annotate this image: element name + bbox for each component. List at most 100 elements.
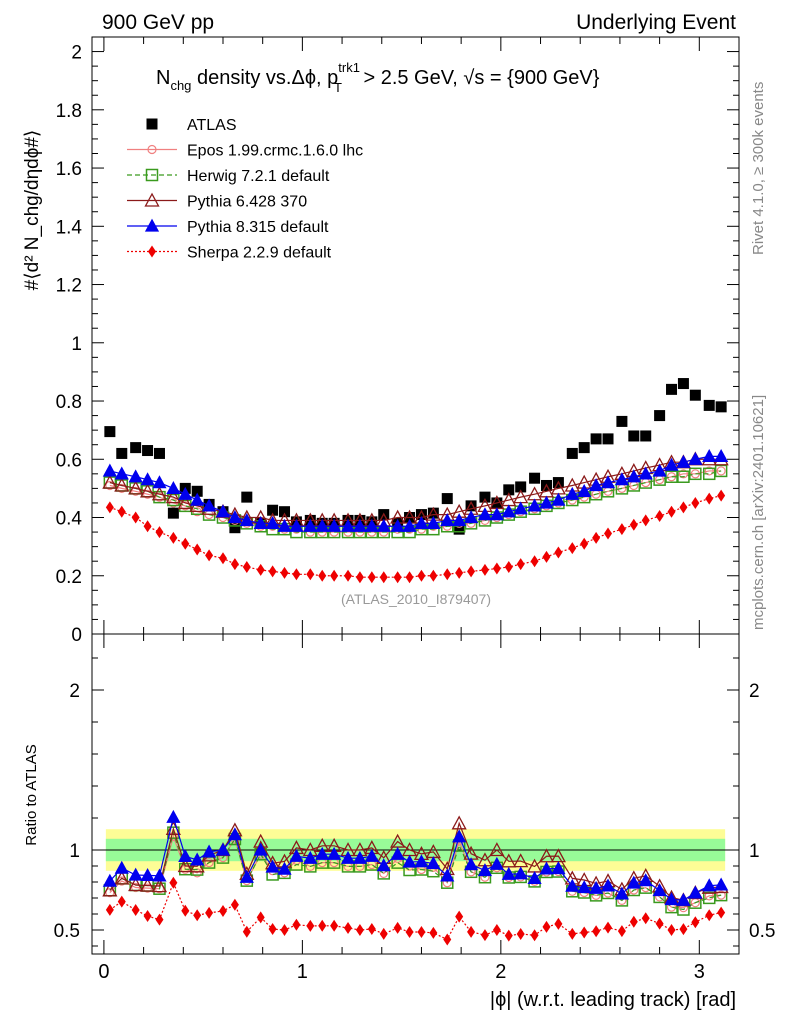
point-sherpa: [218, 552, 227, 565]
point-sherpa: [292, 568, 301, 581]
point-sherpa: [504, 561, 513, 574]
title-sep: , p: [316, 67, 338, 89]
ratio-point-pythia8: [166, 809, 181, 823]
ratio-point-sherpa: [105, 903, 114, 916]
point-sherpa: [629, 518, 638, 531]
point-atlas: [578, 442, 590, 454]
ratio-point-sherpa: [155, 913, 164, 926]
legend-marker-pythia8: [144, 218, 160, 232]
ratio-point-sherpa: [344, 921, 353, 934]
point-epos: [154, 492, 165, 502]
ratio-point-pythia6: [501, 853, 517, 868]
ratio-plot-area: [92, 809, 739, 946]
ratio-point-sherpa: [405, 926, 414, 938]
point-sherpa: [655, 510, 664, 523]
ratio-point-pythia6: [451, 815, 467, 830]
point-sherpa: [705, 492, 714, 505]
point-pythia8: [402, 518, 417, 532]
point-pythia8: [702, 448, 717, 463]
point-sherpa: [568, 542, 577, 555]
point-atlas: [116, 447, 128, 459]
point-epos: [142, 489, 153, 499]
ratio-point-sherpa: [717, 906, 726, 919]
legend-label-atlas: ATLAS: [187, 117, 237, 134]
point-sherpa: [429, 569, 438, 582]
point-epos: [180, 501, 190, 511]
point-atlas: [666, 383, 678, 395]
point-sherpa: [268, 565, 277, 578]
ratio-point-pythia8: [414, 854, 429, 868]
point-atlas: [616, 415, 628, 427]
ratio-point-pythia8: [227, 827, 242, 841]
point-epos: [105, 480, 115, 491]
point-atlas: [640, 430, 652, 442]
ratio-y-tick-label: 2: [69, 681, 80, 702]
point-pythia8: [114, 466, 129, 480]
point-sherpa: [344, 569, 353, 582]
legend-marker-herwig: [145, 168, 159, 182]
ratio-point-pythia6: [114, 870, 130, 885]
ratio-point-pythia8: [702, 878, 717, 892]
main-y-tick-label: 0.2: [56, 567, 82, 588]
ratio-point-pythia6: [177, 858, 193, 873]
main-y-tick-label: 1.6: [56, 159, 82, 180]
ratio-point-sherpa: [367, 922, 376, 935]
ratio-point-pythia8: [577, 880, 592, 894]
ratio-point-pythia8: [215, 842, 231, 856]
main-y-tick-label: 1: [71, 334, 82, 355]
point-sherpa: [230, 558, 239, 571]
ratio-point-sherpa: [629, 915, 638, 928]
ratio-point-pythia8: [152, 868, 167, 882]
ratio-point-sherpa: [292, 918, 301, 931]
point-herwig: [665, 470, 678, 483]
point-pythia8: [577, 483, 592, 497]
point-pythia8: [414, 515, 429, 529]
point-atlas: [142, 445, 154, 457]
main-y-axis: 0 0.2 0.4 0.6 0.8 1 1.2 1.4 1.6 1.8 2: [56, 43, 739, 646]
main-plot-area: [102, 378, 729, 584]
point-sherpa: [169, 531, 178, 544]
point-pythia8: [140, 472, 155, 486]
point-atlas: [628, 430, 640, 442]
main-y-label: #⟨d² N_chg/dηdϕ#⟩: [22, 130, 43, 291]
ratio-point-sherpa: [193, 909, 202, 922]
ratio-point-pythia8: [178, 849, 193, 863]
point-atlas: [267, 504, 279, 516]
title-pt-sub: T: [334, 80, 342, 95]
ratio-y-tick-label: 1: [69, 841, 80, 862]
ratio-point-sherpa: [568, 927, 577, 940]
ratio-point-epos: [204, 857, 214, 868]
point-herwig: [677, 470, 690, 483]
x-tick-label: 3: [694, 961, 705, 983]
point-pythia8: [352, 518, 368, 532]
ratio-point-pythia8: [501, 866, 516, 880]
main-y-tick-label: 0.8: [56, 392, 82, 413]
point-sherpa: [667, 505, 676, 518]
x-tick-label: 2: [495, 961, 506, 983]
ratio-point-pythia8: [513, 866, 528, 880]
point-pythia6: [102, 474, 118, 489]
point-sherpa: [480, 563, 489, 576]
ratio-point-sherpa: [256, 911, 265, 924]
ratio-frame: [91, 633, 740, 955]
legend-label-herwig: Herwig 7.2.1 default: [187, 168, 330, 185]
ratio-point-pythia6: [189, 858, 205, 873]
point-sherpa: [516, 558, 525, 571]
ratio-point-pythia8: [202, 844, 217, 858]
ratio-point-pythia8: [440, 868, 455, 882]
ratio-point-pythia8: [340, 850, 356, 864]
title-pt-sup: trk1: [338, 60, 360, 75]
ratio-y-axis: 0.5 0.5 1 1 2 2: [54, 657, 775, 947]
ratio-point-epos: [117, 876, 127, 886]
point-sherpa: [155, 526, 164, 539]
ratio-point-sherpa: [617, 925, 626, 938]
ratio-point-pythia8: [452, 829, 467, 843]
point-pythia6: [128, 480, 144, 495]
point-atlas: [689, 389, 701, 401]
ratio-y-tick-label-right: 2: [749, 681, 760, 702]
point-pythia6: [139, 483, 156, 498]
point-sherpa: [554, 546, 563, 559]
ratio-point-sherpa: [530, 929, 539, 942]
ratio-point-sherpa: [492, 924, 501, 936]
ratio-y-tick-label-right: 1: [749, 841, 760, 862]
